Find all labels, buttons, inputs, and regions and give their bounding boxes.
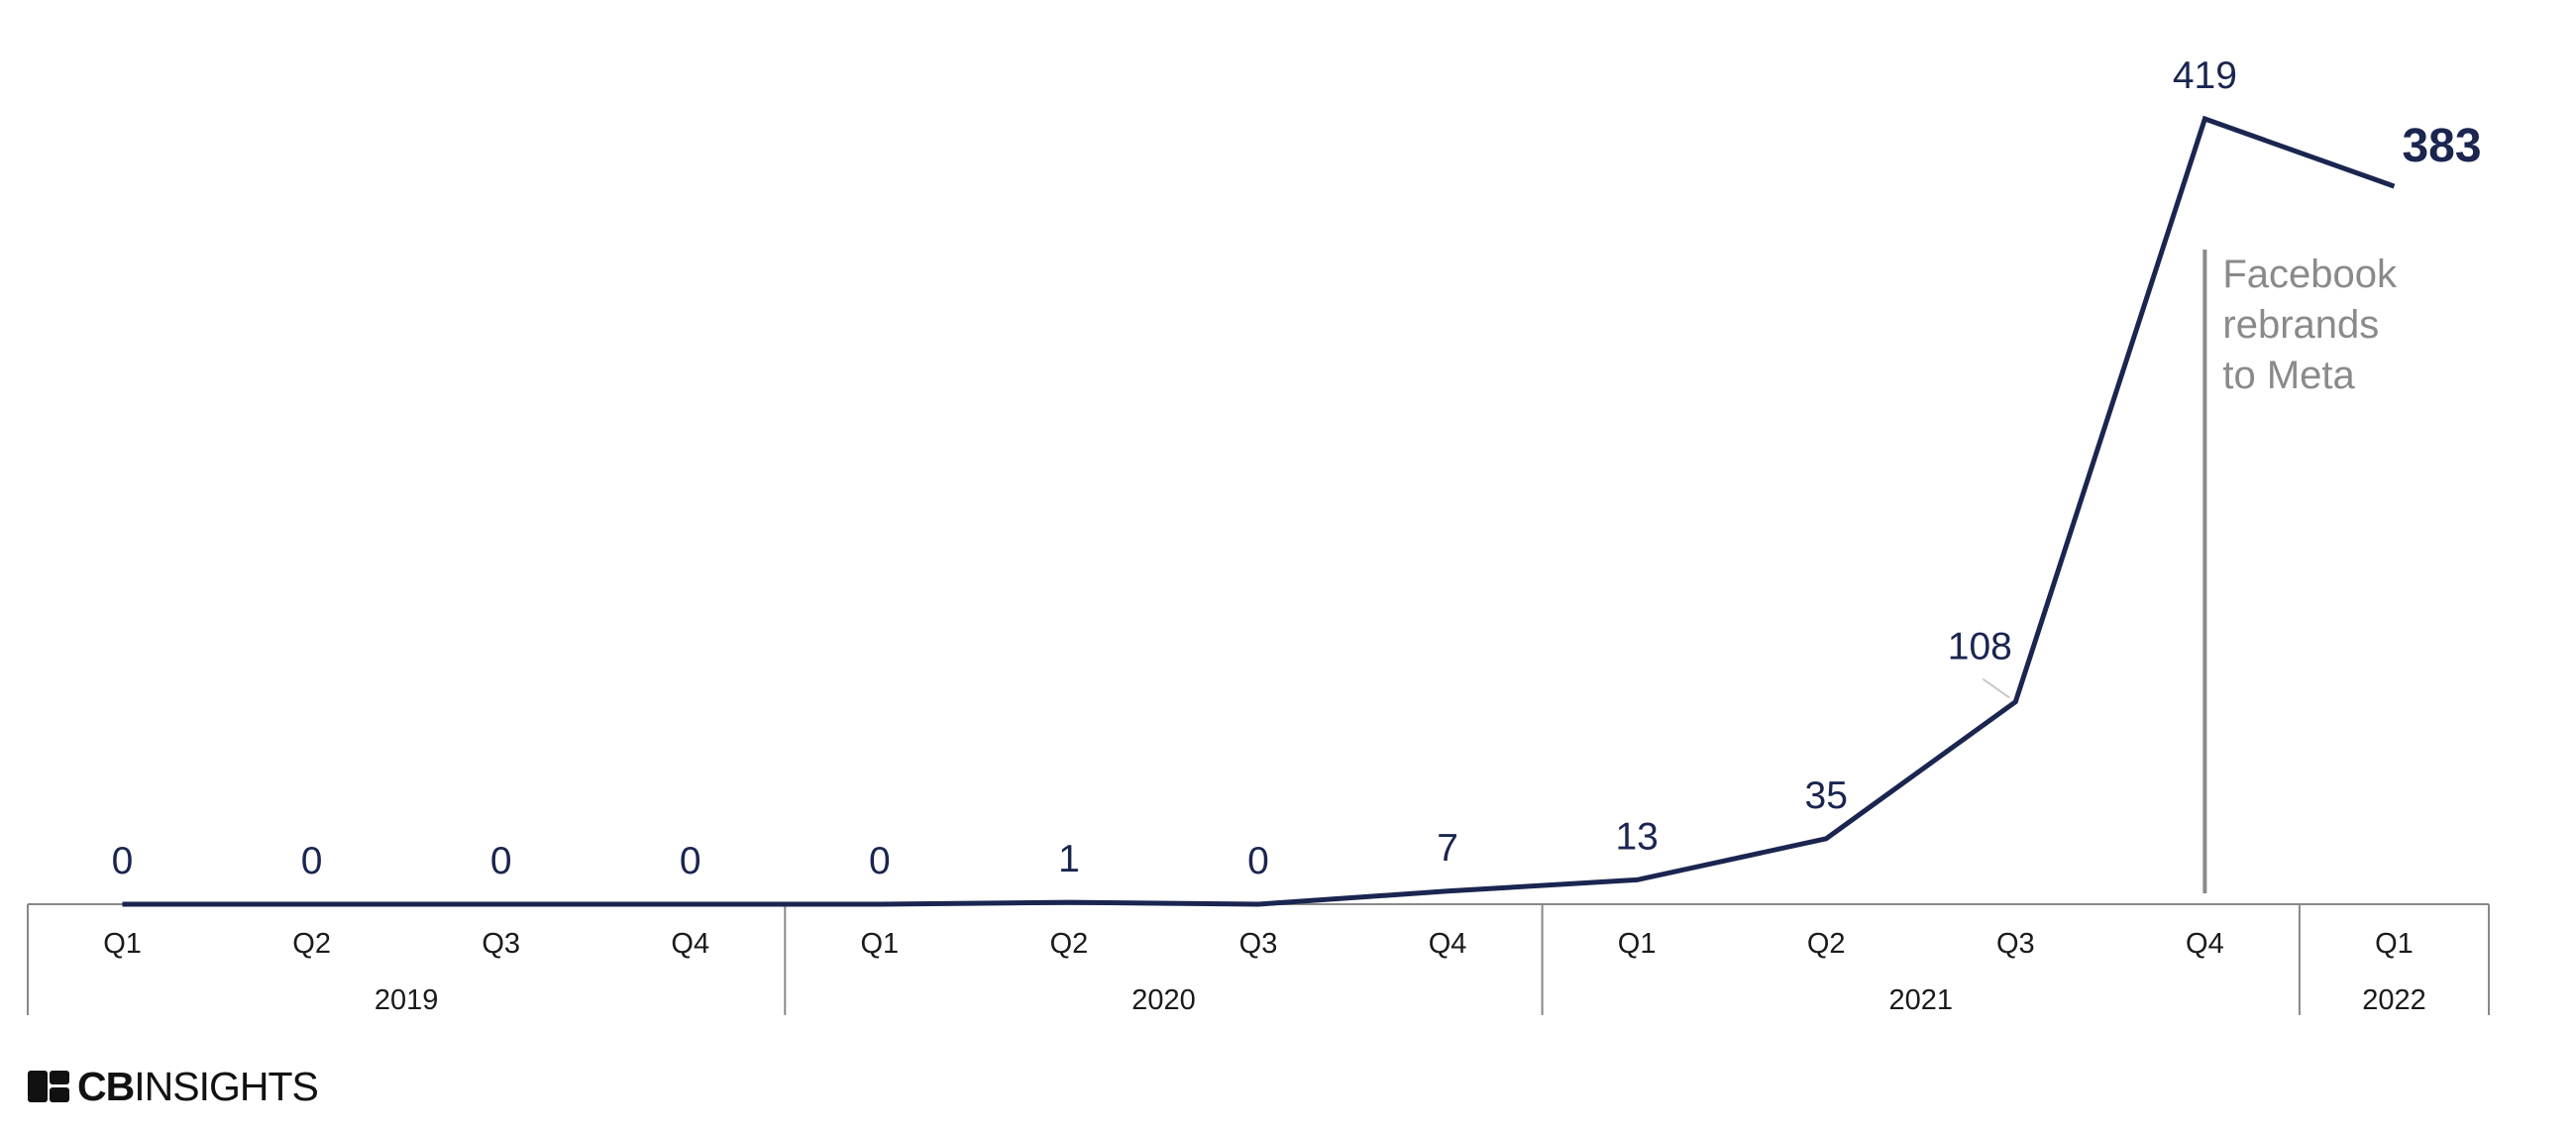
x-tick-label: Q1 bbox=[861, 928, 900, 960]
cb-insights-logo: CBINSIGHTS bbox=[28, 1063, 319, 1109]
data-label: 383 bbox=[2402, 120, 2481, 172]
data-label: 0 bbox=[869, 840, 891, 882]
year-label: 2020 bbox=[1131, 984, 1196, 1016]
year-label: 2021 bbox=[1889, 984, 1954, 1016]
annotation-text: rebrands bbox=[2222, 303, 2379, 347]
data-label: 0 bbox=[490, 840, 512, 882]
data-label: 419 bbox=[2173, 54, 2237, 97]
brand-name: CBINSIGHTS bbox=[77, 1063, 319, 1109]
x-tick-label: Q2 bbox=[1050, 928, 1089, 960]
x-tick-label: Q1 bbox=[1618, 928, 1657, 960]
data-label: 0 bbox=[1247, 840, 1269, 882]
data-label-leader bbox=[1982, 677, 2010, 699]
x-tick-label: Q3 bbox=[1239, 928, 1278, 960]
x-tick-label: Q1 bbox=[2375, 928, 2414, 960]
x-tick-label: Q4 bbox=[1429, 928, 1467, 960]
x-tick-label: Q1 bbox=[103, 928, 142, 960]
annotation: Facebook rebrands to Meta bbox=[2202, 250, 2398, 893]
x-tick-label: Q3 bbox=[1996, 928, 2035, 960]
annotation-text: to Meta bbox=[2222, 354, 2355, 397]
data-label: 0 bbox=[112, 840, 134, 882]
data-label: 0 bbox=[680, 840, 701, 882]
cb-insights-logo-icon bbox=[28, 1071, 69, 1102]
data-label: 0 bbox=[301, 840, 323, 882]
annotation-text: Facebook bbox=[2222, 253, 2398, 296]
x-tick-label: Q3 bbox=[482, 928, 520, 960]
data-label: 35 bbox=[1805, 774, 1848, 817]
series-polyline bbox=[122, 115, 2396, 907]
x-tick-label: Q4 bbox=[671, 928, 709, 960]
year-label: 2022 bbox=[2362, 984, 2426, 1016]
series-line bbox=[122, 115, 2396, 907]
x-tick-label: Q2 bbox=[1807, 928, 1846, 960]
data-label: 108 bbox=[1948, 626, 2012, 669]
data-labels: 0 0 0 0 0 1 0 7 13 35 108 419 383 bbox=[112, 54, 2482, 882]
data-label: 13 bbox=[1615, 815, 1658, 858]
x-tick-label: Q2 bbox=[292, 928, 331, 960]
year-label: 2019 bbox=[375, 984, 439, 1016]
x-tick-label: Q4 bbox=[2186, 928, 2224, 960]
line-chart: Q1 Q2 Q3 Q4 Q1 Q2 Q3 Q4 Q1 Q2 Q3 Q4 Q1 2019 2020 2021 20… bbox=[27, 54, 2490, 1016]
data-label: 1 bbox=[1058, 838, 1080, 880]
data-label: 7 bbox=[1437, 827, 1458, 870]
x-axis: Q1 Q2 Q3 Q4 Q1 Q2 Q3 Q4 Q1 Q2 Q3 Q4 Q1 2019 2020 2021 20… bbox=[27, 903, 2490, 1016]
